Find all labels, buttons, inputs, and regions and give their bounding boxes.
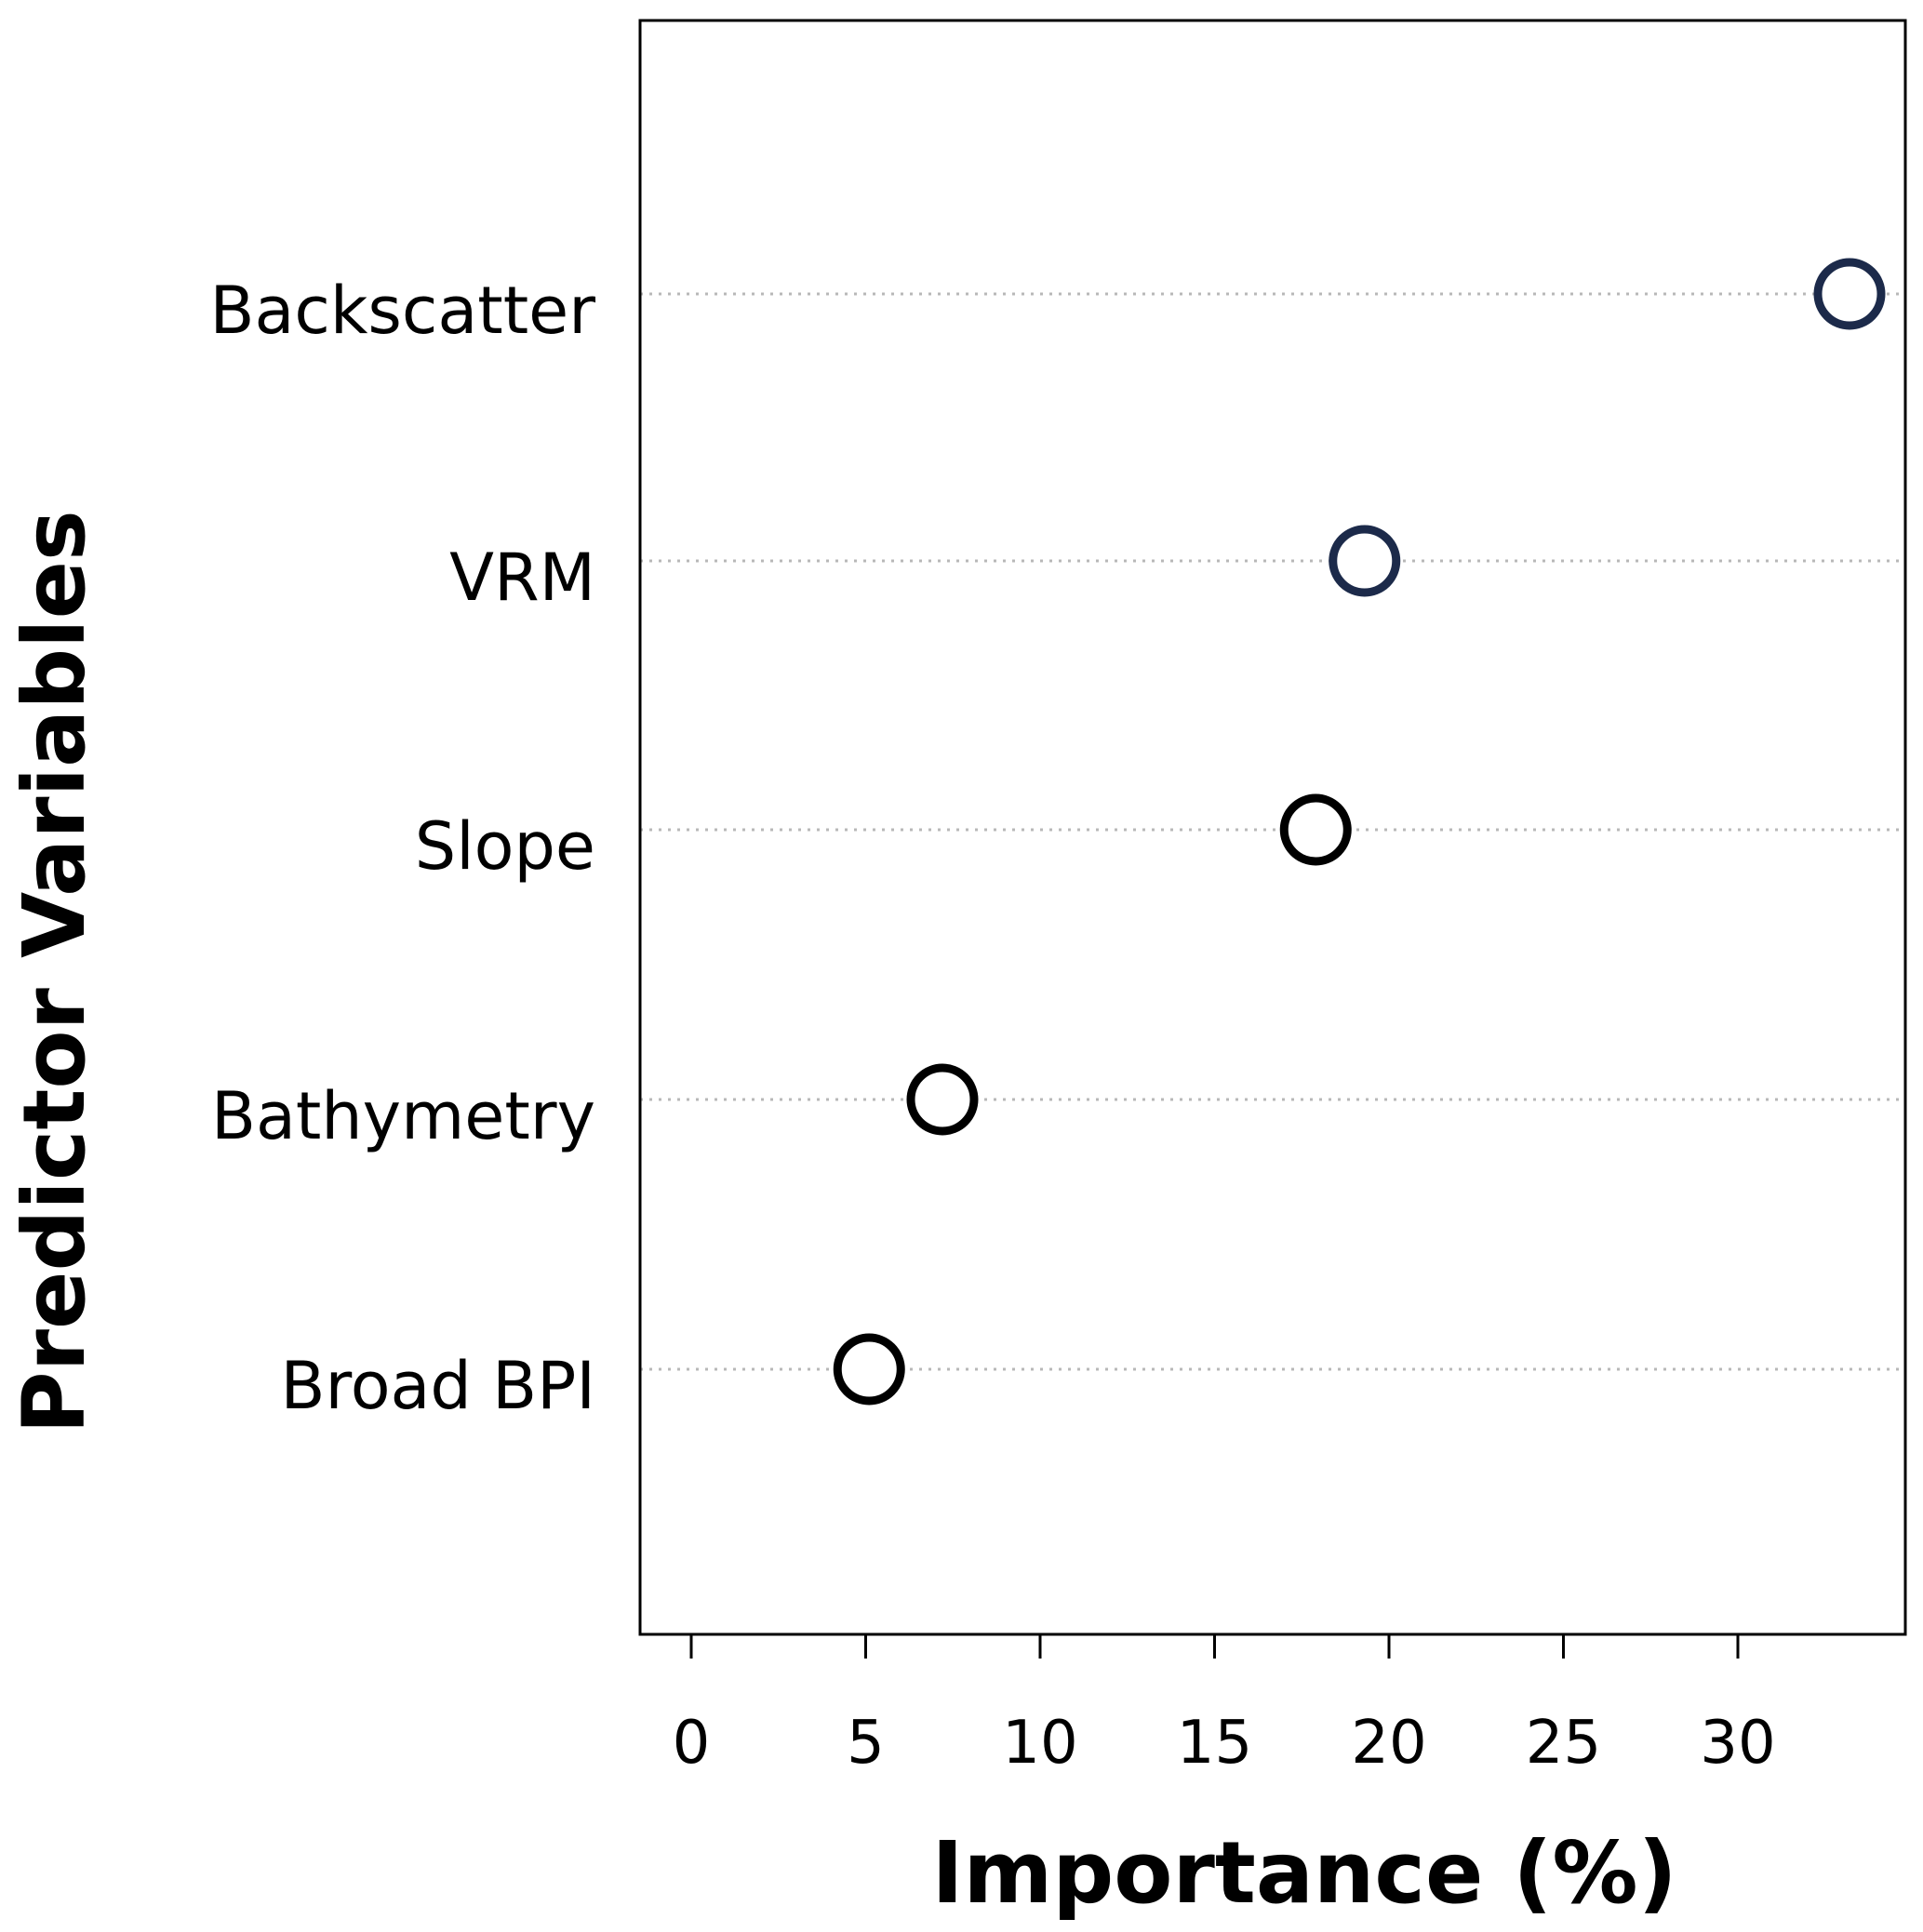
x-tick-label: 5 — [847, 1709, 885, 1778]
x-tick-label: 20 — [1351, 1709, 1426, 1778]
gridlines — [640, 292, 1905, 1371]
data-point — [833, 1333, 905, 1406]
data-point — [1813, 258, 1886, 330]
category-label: VRM — [449, 540, 595, 616]
plot-frame — [638, 19, 1907, 1636]
category-label: Bathymetry — [211, 1078, 595, 1154]
data-point — [1279, 793, 1352, 866]
x-axis: 0 5 10 15 20 25 30 — [673, 1634, 1776, 1778]
data-point — [906, 1063, 979, 1136]
data-points — [833, 258, 1886, 1406]
category-label: Slope — [415, 808, 595, 885]
x-tick-label: 25 — [1526, 1709, 1601, 1778]
x-tick-label: 0 — [673, 1709, 711, 1778]
data-point — [1329, 525, 1401, 597]
x-tick-label: 30 — [1700, 1709, 1775, 1778]
y-axis-title: Predictor Variables — [5, 510, 104, 1434]
category-label: Backscatter — [209, 273, 595, 349]
x-tick-label: 15 — [1177, 1709, 1252, 1778]
category-label: Broad BPI — [280, 1348, 595, 1424]
x-tick-label: 10 — [1002, 1709, 1077, 1778]
category-labels: Backscatter VRM Slope Bathymetry Broad BPI — [209, 273, 595, 1424]
x-axis-title: Importance (%) — [931, 1823, 1676, 1923]
